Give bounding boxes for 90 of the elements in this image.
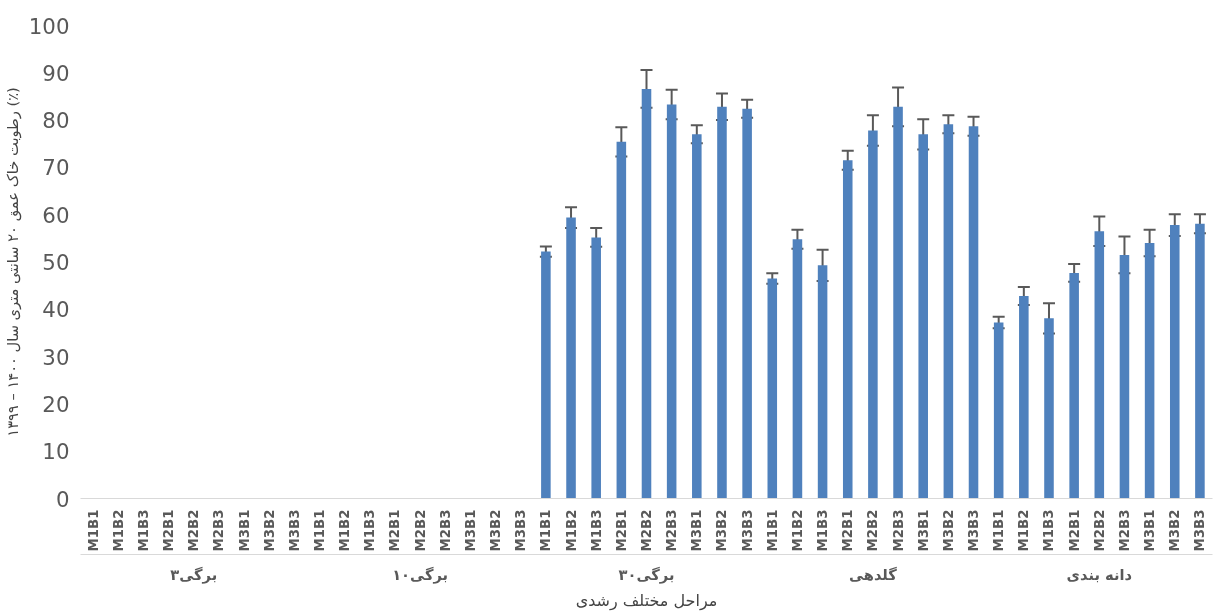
bar: [1044, 318, 1054, 499]
bar: [868, 130, 878, 499]
x-tick-label: M3B2: [1167, 509, 1183, 552]
x-tick-label: M1B1: [764, 509, 780, 552]
text: گلدهی: [848, 565, 898, 583]
x-tick-label: M1B1: [311, 509, 327, 552]
y-tick-label: 0: [55, 486, 70, 512]
y-tick-label: 60: [42, 202, 70, 228]
x-tick-label: M2B2: [186, 509, 202, 552]
y-tick-label: 100: [28, 13, 70, 39]
bar: [692, 134, 702, 499]
x-axis-title: مراحل مختلف رشدی: [575, 590, 718, 611]
y-tick-label: 90: [42, 60, 70, 86]
x-tick-label: M2B2: [1091, 509, 1107, 552]
x-tick-label: M1B1: [85, 509, 101, 552]
x-tick-label: M3B2: [488, 509, 504, 552]
x-tick-label: M3B1: [1142, 509, 1158, 552]
bar: [1144, 243, 1155, 499]
x-tick-label: M2B1: [387, 509, 403, 552]
bar: [566, 217, 576, 499]
x-tick-label: M2B1: [161, 509, 177, 552]
x-tick-label: M3B2: [261, 509, 277, 552]
x-tick-label: M3B1: [236, 509, 252, 552]
x-tick-label: M3B1: [689, 509, 705, 552]
x-tick-label: M3B3: [739, 509, 755, 552]
bar: [993, 322, 1004, 499]
bar: [1094, 231, 1105, 499]
x-tick-label: M2B3: [211, 509, 227, 552]
x-tick-label: M3B3: [286, 509, 302, 552]
text: ۳برگی: [170, 565, 218, 584]
x-tick-label: M2B1: [613, 509, 629, 552]
x-tick-label: M3B2: [714, 509, 730, 552]
bar: [918, 134, 928, 499]
bar: [767, 278, 778, 499]
x-tick-label: M1B2: [337, 509, 353, 552]
bar: [842, 160, 853, 499]
x-tick-label: M3B2: [940, 509, 956, 552]
x-tick-label: M3B3: [513, 509, 529, 552]
y-tick-label: 40: [42, 297, 70, 323]
bar: [968, 126, 979, 499]
bar: [641, 88, 652, 499]
x-tick-label: M2B3: [1116, 509, 1132, 552]
x-tick-label: M2B3: [437, 509, 453, 552]
x-tick-label: M1B3: [588, 509, 604, 552]
bar: [943, 124, 954, 499]
bar: [1019, 296, 1029, 499]
y-tick-label: 10: [42, 439, 70, 465]
bar: [591, 237, 601, 499]
x-tick-label: M1B2: [563, 509, 579, 552]
bar: [666, 104, 677, 499]
x-tick-label: M1B3: [362, 509, 378, 552]
bar: [893, 106, 903, 499]
text: ۱۰برگی: [392, 565, 449, 584]
x-tick-label: M1B2: [1016, 509, 1032, 552]
x-tick-label: M2B2: [865, 509, 881, 552]
x-tick-label: M3B3: [1192, 509, 1208, 552]
y-tick-label: 50: [42, 250, 70, 275]
x-tick-label: M1B2: [110, 509, 126, 552]
bar: [717, 106, 727, 499]
x-tick-label: M1B1: [538, 509, 554, 552]
bar: [616, 141, 627, 499]
x-tick-label: M2B3: [890, 509, 906, 552]
text: دانه بندی: [1066, 565, 1133, 583]
y-tick-label: 30: [42, 344, 70, 370]
x-tick-label: M3B1: [915, 509, 931, 552]
x-tick-label: M2B3: [664, 509, 680, 552]
bar: [792, 239, 803, 499]
bar: [1169, 225, 1180, 499]
y-tick-label: 80: [42, 108, 70, 134]
x-tick-label: M1B3: [135, 509, 151, 552]
x-tick-label: M1B3: [1041, 509, 1057, 552]
x-tick-label: M2B2: [639, 509, 654, 552]
bar: [1119, 254, 1130, 499]
bar: [1195, 223, 1205, 499]
bar: [742, 108, 752, 499]
x-tick-label: M2B1: [840, 509, 856, 552]
x-tick-label: M1B3: [815, 509, 831, 552]
y-tick-label: 70: [42, 155, 70, 181]
y-axis-title: رطوبت خاک عمق ۲۰ سانتی متری سال ۱۴۰۰ – ۱۳۹۹ (٪): [3, 87, 22, 437]
x-tick-label: M1B1: [991, 509, 1007, 552]
y-tick-label: 20: [42, 391, 70, 417]
bar: [817, 265, 828, 499]
x-tick-label: M3B1: [462, 509, 478, 552]
text: ۳۰برگی: [618, 565, 675, 584]
x-tick-label: M2B2: [412, 509, 428, 552]
bar: [1069, 272, 1079, 499]
x-tick-label: M2B1: [1066, 509, 1082, 552]
x-tick-label: M3B3: [966, 509, 982, 552]
bar: [541, 251, 551, 499]
x-tick-label: M1B2: [789, 509, 805, 552]
